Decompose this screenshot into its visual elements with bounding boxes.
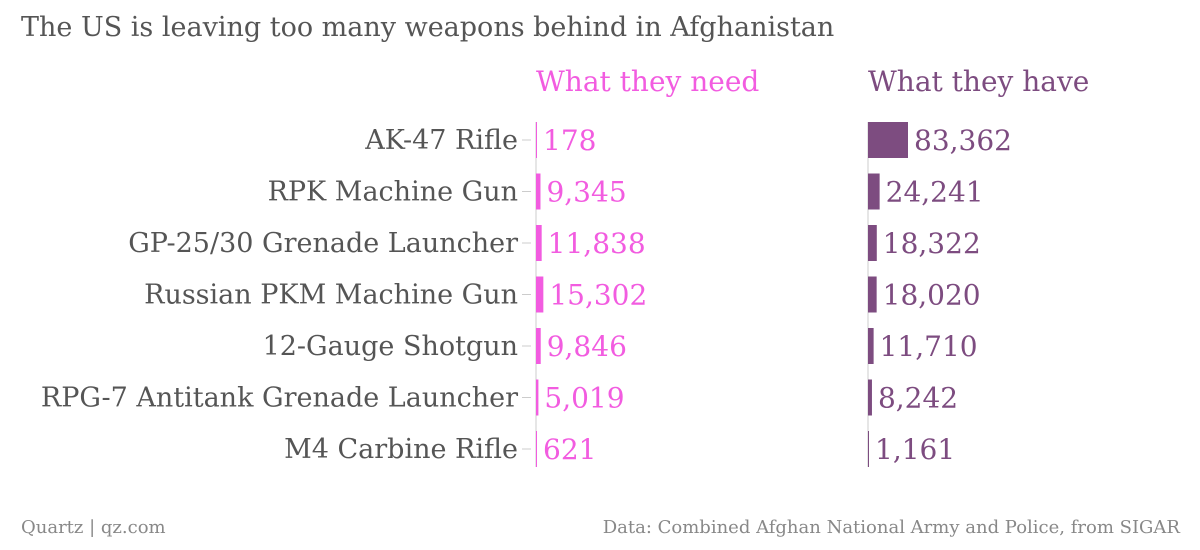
data-label: 15,302 <box>549 279 647 312</box>
bar <box>536 173 541 210</box>
chart-title: The US is leaving too many weapons behin… <box>21 12 835 43</box>
series-header: What they have <box>868 65 1089 98</box>
bar <box>868 431 869 467</box>
data-label: 11,838 <box>548 227 646 260</box>
data-label: 621 <box>543 433 596 466</box>
data-label: 5,019 <box>544 382 624 415</box>
category-label: RPK Machine Gun <box>268 177 518 208</box>
bar <box>868 328 874 364</box>
data-label: 8,242 <box>878 382 958 415</box>
bar <box>868 379 872 416</box>
category-label: M4 Carbine Rifle <box>284 434 518 465</box>
series-header: What they need <box>536 65 759 98</box>
bar <box>536 328 541 364</box>
bar <box>868 225 877 261</box>
data-label: 18,322 <box>883 227 981 260</box>
category-label: 12-Gauge Shotgun <box>263 331 518 362</box>
data-label: 24,241 <box>886 176 984 209</box>
data-label: 9,846 <box>547 330 627 363</box>
data-label: 11,710 <box>880 330 978 363</box>
bar <box>868 173 880 210</box>
data-label: 1,161 <box>875 433 955 466</box>
data-label: 18,020 <box>883 279 981 312</box>
category-label: RPG-7 Antitank Grenade Launcher <box>41 383 518 414</box>
footer-source-right: Data: Combined Afghan National Army and … <box>602 517 1180 538</box>
data-label: 9,345 <box>546 176 626 209</box>
bar <box>536 276 544 313</box>
bar <box>868 276 877 313</box>
bar <box>536 122 537 158</box>
bar <box>536 379 539 416</box>
data-label: 83,362 <box>914 124 1012 157</box>
bar <box>868 122 908 158</box>
footer-source-left: Quartz | qz.com <box>21 517 166 538</box>
bar <box>536 431 537 467</box>
bar <box>536 225 542 261</box>
data-label: 178 <box>543 124 596 157</box>
category-label: AK-47 Rifle <box>364 125 518 156</box>
category-label: Russian PKM Machine Gun <box>144 280 518 311</box>
category-label: GP-25/30 Grenade Launcher <box>128 228 518 259</box>
